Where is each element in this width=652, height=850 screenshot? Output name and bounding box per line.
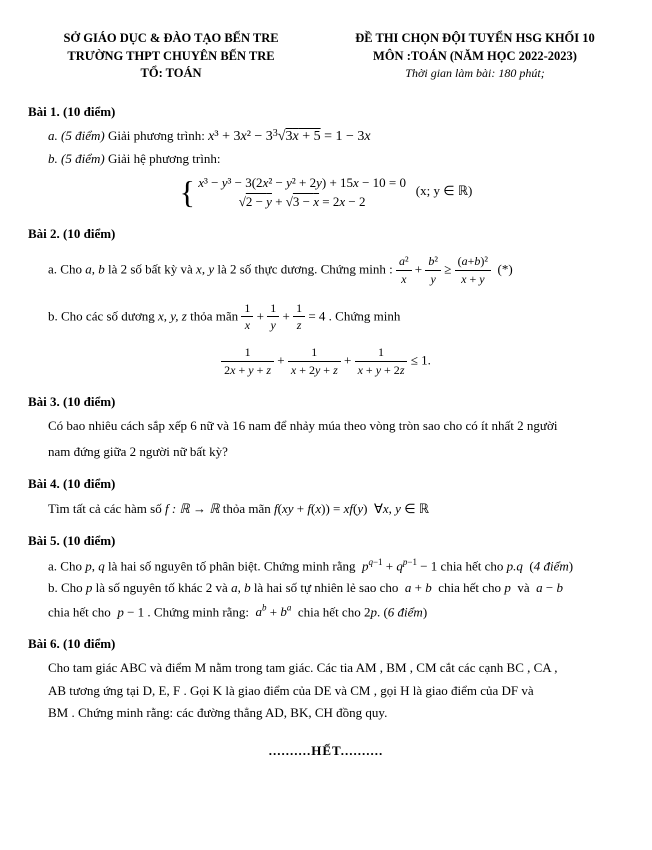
bai4-title: Bài 4. (10 điểm): [28, 475, 624, 493]
bai2-a-mid2: là 2 số thực dương. Chứng minh :: [214, 261, 396, 276]
bai6-l2: AB tương ứng tại D, E, F . Gọi K là giao…: [48, 682, 624, 700]
footer-end: ..........HẾT..........: [28, 742, 624, 760]
frac-term3: 1x + y + 2z: [355, 344, 408, 379]
bai2-a-vars1: a, b: [85, 261, 105, 276]
bai5-title: Bài 5. (10 điểm): [28, 532, 624, 550]
bai2-a: a. Cho a, b là 2 số bất kỳ và x, y là 2 …: [48, 253, 624, 288]
bai1-b: b. (5 điểm) Giải hệ phương trình:: [48, 150, 624, 168]
bai6-l3: BM . Chứng minh rằng: các đường thẳng AD…: [48, 704, 624, 722]
bai5-a: a. Cho p, q là hai số nguyên tố phân biệ…: [48, 556, 624, 576]
bai1-title: Bài 1. (10 điểm): [28, 103, 624, 121]
sys-domain: (x; y ∈ ℝ): [416, 184, 473, 199]
bai4-pre: Tìm tất cả các hàm số: [48, 501, 165, 516]
bai3-line2: nam đứng giữa 2 người nữ bất kỳ?: [48, 443, 624, 461]
sys-line1: x³ − y³ − 3(2x² − y² + 2y) + 15x − 10 = …: [198, 174, 406, 192]
frac-1z: 1z: [293, 300, 305, 335]
bai1-b-label: b. (5 điểm): [48, 151, 105, 166]
bai4-map: f : ℝ → ℝ: [165, 501, 220, 516]
exam-time: Thời gian làm bài: 180 phút;: [326, 65, 624, 82]
header-left: SỞ GIÁO DỤC & ĐÀO TẠO BẾN TRE TRƯỜNG THP…: [28, 30, 314, 83]
subject: MÔN :TOÁN (NĂM HỌC 2022-2023): [326, 48, 624, 66]
header-right: ĐỀ THI CHỌN ĐỘI TUYỂN HSG KHỐI 10 MÔN :T…: [326, 30, 624, 83]
bai2-b-mid: thỏa mãn: [187, 308, 242, 323]
exam-header: SỞ GIÁO DỤC & ĐÀO TẠO BẾN TRE TRƯỜNG THP…: [28, 30, 624, 83]
bai5-b1: b. Cho p là số nguyên tố khác 2 và a, b …: [48, 579, 624, 597]
team-name: TỔ: TOÁN: [28, 65, 314, 83]
bai2-b: b. Cho các số dương x, y, z thỏa mãn 1x …: [48, 300, 624, 335]
bai5-b2: chia hết cho p − 1 . Chứng minh rằng: ab…: [48, 602, 624, 622]
bai2-b-ineq: 12x + y + z + 1x + 2y + z + 1x + y + 2z …: [28, 344, 624, 379]
bai2-b-ineq-rhs: ≤ 1.: [411, 353, 431, 368]
bai2-b-after: . Chứng minh: [325, 308, 400, 323]
bai1-a-text: Giải phương trình:: [105, 128, 208, 143]
school-name: TRƯỜNG THPT CHUYÊN BẾN TRE: [28, 48, 314, 66]
bai2-a-vars2: x, y: [196, 261, 214, 276]
frac-b2-y: b²y: [425, 253, 441, 288]
bai6-title: Bài 6. (10 điểm): [28, 635, 624, 653]
brace-icon: {: [180, 178, 195, 207]
bai2-a-mid1: là 2 số bất kỳ và: [105, 261, 196, 276]
bai4-eq: f(xy + f(x)) = xf(y) ∀x, y ∈ ℝ: [274, 501, 429, 516]
frac-a2-x: a²x: [396, 253, 412, 288]
frac-term1: 12x + y + z: [221, 344, 274, 379]
bai6-l1: Cho tam giác ABC và điểm M nằm trong tam…: [48, 659, 624, 677]
dept-name: SỞ GIÁO DỤC & ĐÀO TẠO BẾN TRE: [28, 30, 314, 48]
exam-title: ĐỀ THI CHỌN ĐỘI TUYỂN HSG KHỐI 10: [326, 30, 624, 48]
bai2-b-pre: b. Cho các số dương: [48, 308, 158, 323]
sys-line2: √2 − y + √3 − x = 2x − 2: [198, 193, 406, 211]
bai2-a-star: (*): [498, 261, 513, 276]
frac-1x: 1x: [241, 300, 253, 335]
frac-1y: 1y: [267, 300, 279, 335]
bai4-body: Tìm tất cả các hàm số f : ℝ → ℝ thỏa mãn…: [48, 500, 624, 518]
bai1-a: a. (5 điểm) Giải phương trình: x³ + 3x² …: [48, 127, 624, 147]
frac-ab2-xy: (a+b)²x + y: [455, 253, 491, 288]
bai1-a-eq: x³ + 3x² − 33√3x + 5 = 1 − 3x: [208, 129, 370, 144]
frac-term2: 1x + 2y + z: [288, 344, 341, 379]
bai4-mid: thỏa mãn: [220, 501, 275, 516]
bai3-title: Bài 3. (10 điểm): [28, 393, 624, 411]
bai2-title: Bài 2. (10 điểm): [28, 225, 624, 243]
system-body: x³ − y³ − 3(2x² − y² + 2y) + 15x − 10 = …: [198, 174, 406, 210]
bai2-b-vars: x, y, z: [158, 308, 187, 323]
bai1-system: { x³ − y³ − 3(2x² − y² + 2y) + 15x − 10 …: [28, 174, 624, 210]
bai1-a-label: a. (5 điểm): [48, 128, 105, 143]
bai2-b-rhs: = 4: [308, 308, 325, 323]
bai3-line1: Có bao nhiêu cách sắp xếp 6 nữ và 16 nam…: [48, 417, 624, 435]
bai1-b-text: Giải hệ phương trình:: [105, 151, 221, 166]
bai2-a-pre: a. Cho: [48, 261, 85, 276]
